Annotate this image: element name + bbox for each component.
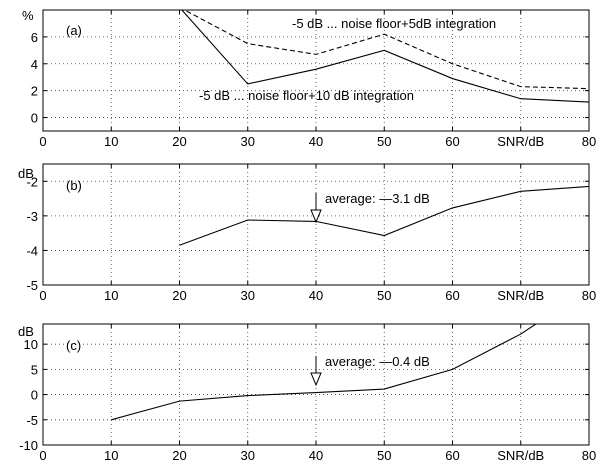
- panel-b-ytick-label: -3: [26, 209, 38, 224]
- panel-a-ytick-label: 4: [31, 57, 38, 72]
- panel-b-annotation: average: —3.1 dB: [325, 191, 430, 206]
- panel-b-xtick-label: 80: [582, 288, 596, 303]
- panel-a-series: [181, 10, 589, 103]
- panel-a-xtick-label: 20: [172, 134, 186, 149]
- panel-b-series-line: [179, 185, 589, 246]
- panel-b-ytick-label: -5: [26, 278, 38, 293]
- panel-c-series-line: [111, 324, 537, 421]
- panel-c-ytick-label: 10: [24, 337, 38, 352]
- panel-c-annotation: average: —0.4 dB: [325, 354, 430, 369]
- panel-c-xtick-label: 20: [172, 448, 186, 463]
- panel-b-xtick-label: 10: [104, 288, 118, 303]
- panel-a-xtick-label: 40: [309, 134, 323, 149]
- panel-a-xtick-label: 80: [582, 134, 596, 149]
- panel-a-xtick-label: 30: [241, 134, 255, 149]
- panel-b-xtick-label: SNR/dB: [497, 288, 544, 303]
- panel-b-xtick-label: 40: [309, 288, 323, 303]
- panel-c-ticks: 0 10 20 30 40 50 60 SNR/dB 80 -10 -5 0 5 10: [19, 324, 596, 463]
- panel-a-ytick-label: 0: [31, 111, 38, 126]
- panel-b-ytick-label: -2: [26, 174, 38, 189]
- panel-a-ylabel: %: [22, 8, 34, 23]
- panel-a-ytick-label: 6: [31, 30, 38, 45]
- panel-b-ticks: 0 10 20 30 40 50 60 SNR/dB 80 -5 -4 -3 -2: [26, 164, 596, 303]
- panel-c-xtick-label: 80: [582, 448, 596, 463]
- panel-b-xtick-label: 30: [241, 288, 255, 303]
- panel-c: 0 10 20 30 40 50 60 SNR/dB 80 -10 -5 0 5 10 dB (c) av…: [18, 323, 596, 463]
- panel-c-series: [111, 324, 537, 421]
- panel-c-xtick-label: SNR/dB: [497, 448, 544, 463]
- panel-b: 0 10 20 30 40 50 60 SNR/dB 80 -5 -4 -3 -2 dB (b) ave…: [18, 163, 596, 303]
- panel-a-dashed-series-label: -5 dB ... noise floor+5dB integration: [292, 16, 496, 31]
- panel-b-xtick-label: 20: [172, 288, 186, 303]
- panel-b-series: [179, 185, 589, 246]
- panel-c-xtick-label: 50: [377, 448, 391, 463]
- panel-b-grid: [43, 164, 589, 285]
- panel-a-xtick-label: 10: [104, 134, 118, 149]
- panel-a-ytick-label: 2: [31, 84, 38, 99]
- panel-b-arrow-head: [310, 209, 322, 224]
- panel-b-xtick-label: 60: [445, 288, 459, 303]
- panel-c-ytick-label: -5: [26, 413, 38, 428]
- panel-a-label: (a): [66, 23, 82, 38]
- panel-a-series-dashed: [183, 10, 589, 90]
- panel-a-xtick-label: 50: [377, 134, 391, 149]
- panel-c-arrow-head: [310, 372, 322, 387]
- panel-c-ytick-label: 5: [31, 362, 38, 377]
- panel-c-xtick-label: 60: [445, 448, 459, 463]
- panel-a-xtick-label: 0: [39, 134, 46, 149]
- panel-b-ytick-label: -4: [26, 243, 38, 258]
- panel-a-series-line: [181, 10, 589, 103]
- panel-b-xtick-label: 0: [39, 288, 46, 303]
- panel-b-xtick-label: 50: [377, 288, 391, 303]
- panel-c-xtick-label: 40: [309, 448, 323, 463]
- panel-c-label: (c): [66, 338, 81, 353]
- panel-b-label: (b): [66, 178, 82, 193]
- panel-c-xtick-label: 30: [241, 448, 255, 463]
- panel-c-ytick-label: -10: [19, 438, 38, 453]
- panel-a-grid: [43, 10, 589, 131]
- panel-a-ticks: 0 10 20 30 40 50 60 SNR/dB 80 0 2 4 6: [31, 10, 596, 149]
- panel-c-xtick-label: 0: [39, 448, 46, 463]
- panel-a-xtick-label: SNR/dB: [497, 134, 544, 149]
- panel-c-ytick-label: 0: [31, 388, 38, 403]
- panel-a-xtick-label: 60: [445, 134, 459, 149]
- panel-a: 0 10 20 30 40 50 60 SNR/dB 80 0 2 4 6 % (a) -5 dB ..…: [22, 8, 596, 149]
- panel-c-ylabel: dB: [18, 324, 34, 339]
- panel-b-ylabel: dB: [18, 166, 34, 181]
- panel-c-xtick-label: 10: [104, 448, 118, 463]
- panel-a-solid-series-label: -5 dB ... noise floor+10 dB integration: [199, 88, 414, 103]
